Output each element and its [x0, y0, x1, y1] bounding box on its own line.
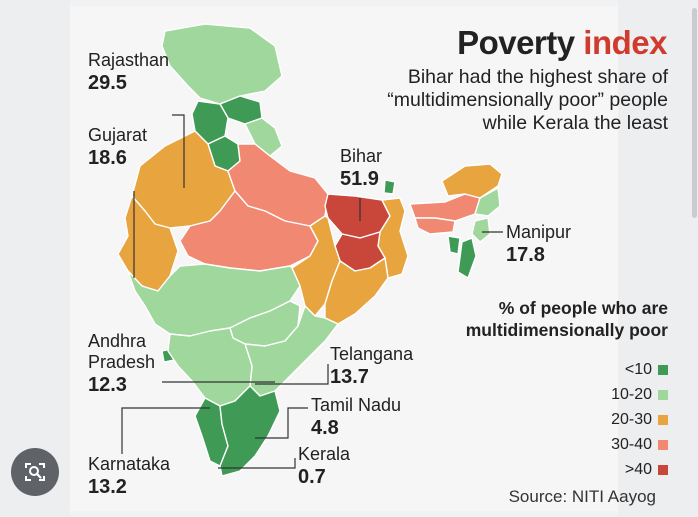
state-meghalaya — [414, 217, 456, 235]
tamil-nadu-leader — [255, 407, 308, 439]
callout-tamil-nadu: Tamil Nadu 4.8 — [311, 395, 401, 440]
title-accent: index — [583, 24, 667, 61]
india-map — [117, 23, 503, 477]
infographic-card: Poverty index Bihar had the highest shar… — [70, 6, 668, 511]
state-mizoram — [457, 237, 477, 279]
state-arunachal-pradesh — [441, 163, 503, 199]
lens-glyph — [25, 463, 45, 481]
rajasthan-leader — [172, 114, 185, 188]
state-odisha — [324, 257, 389, 325]
state-nagaland — [474, 187, 501, 217]
legend-swatch — [658, 390, 668, 400]
state-maharashtra — [127, 263, 301, 337]
state-assam — [409, 193, 481, 222]
callout-andhra-pradesh: Andhra Pradesh 12.3 — [88, 331, 188, 397]
callout-name: Karnataka — [88, 454, 171, 474]
legend-swatch — [658, 440, 668, 450]
callout-value: 18.6 — [88, 147, 127, 169]
callout-name: Bihar — [340, 146, 383, 166]
callout-name: Tamil Nadu — [311, 395, 402, 415]
legend-item: 10-20 — [570, 386, 668, 406]
callout-name: Rajasthan — [88, 50, 170, 70]
legend-swatch — [658, 465, 668, 475]
legend-label: <10 — [624, 361, 652, 378]
callout-name: Manipur — [506, 222, 572, 242]
callout-rajasthan: Rajasthan 29.5 — [88, 50, 169, 95]
legend-item: 20-30 — [570, 411, 668, 431]
legend-item: >40 — [570, 461, 668, 481]
callout-value: 13.2 — [88, 476, 127, 498]
callout-value: 13.7 — [330, 366, 369, 388]
state-chhattisgarh — [291, 215, 341, 317]
chart-subtitle: Bihar had the highest share of “multidim… — [387, 66, 668, 134]
legend-item: 30-40 — [570, 436, 668, 456]
legend-item: <10 — [570, 361, 668, 381]
state-regions — [117, 23, 503, 477]
legend-title: % of people who are multidimensionally p… — [465, 298, 668, 340]
legend-label: >40 — [624, 461, 652, 478]
legend-swatch — [658, 365, 668, 375]
state-tamil-nadu — [219, 385, 281, 477]
callout-value: 51.9 — [340, 168, 379, 190]
callout-bihar: Bihar 51.9 — [340, 146, 382, 191]
callout-telangana: Telangana 13.7 — [330, 344, 413, 389]
legend-label: 30-40 — [611, 436, 652, 453]
callout-value: 29.5 — [88, 72, 127, 94]
callout-value: 17.8 — [506, 244, 545, 266]
legend-label: 10-20 — [611, 386, 652, 403]
camera-search-icon[interactable] — [11, 448, 59, 496]
scrollbar[interactable] — [692, 8, 697, 218]
viewer-background-right — [618, 0, 698, 517]
callout-value: 0.7 — [298, 466, 326, 488]
legend-label: 20-30 — [611, 411, 652, 428]
state-tripura — [447, 235, 461, 255]
karnataka-leader — [121, 407, 210, 454]
callout-value: 4.8 — [311, 417, 339, 439]
callout-manipur: Manipur 17.8 — [506, 222, 571, 267]
callout-name: Telangana — [330, 344, 414, 364]
telangana-leader — [255, 364, 329, 385]
state-manipur — [471, 217, 491, 243]
legend-swatch — [658, 415, 668, 425]
source-note: Source: NITI Aayog — [508, 487, 656, 506]
state-sikkim — [383, 179, 396, 195]
chart-title: Poverty index — [70, 24, 667, 62]
callout-kerala: Kerala 0.7 — [298, 444, 350, 489]
viewer-background-left — [0, 0, 70, 517]
title-main: Poverty — [457, 24, 575, 61]
callout-name: Gujarat — [88, 125, 148, 145]
callout-gujarat: Gujarat 18.6 — [88, 125, 147, 170]
callout-name: Kerala — [298, 444, 351, 464]
callout-karnataka: Karnataka 13.2 — [88, 454, 170, 499]
callout-leader-lines — [121, 114, 503, 469]
kerala-leader — [218, 458, 296, 469]
callout-value: 12.3 — [88, 374, 127, 396]
callout-name: Andhra Pradesh — [88, 331, 156, 372]
